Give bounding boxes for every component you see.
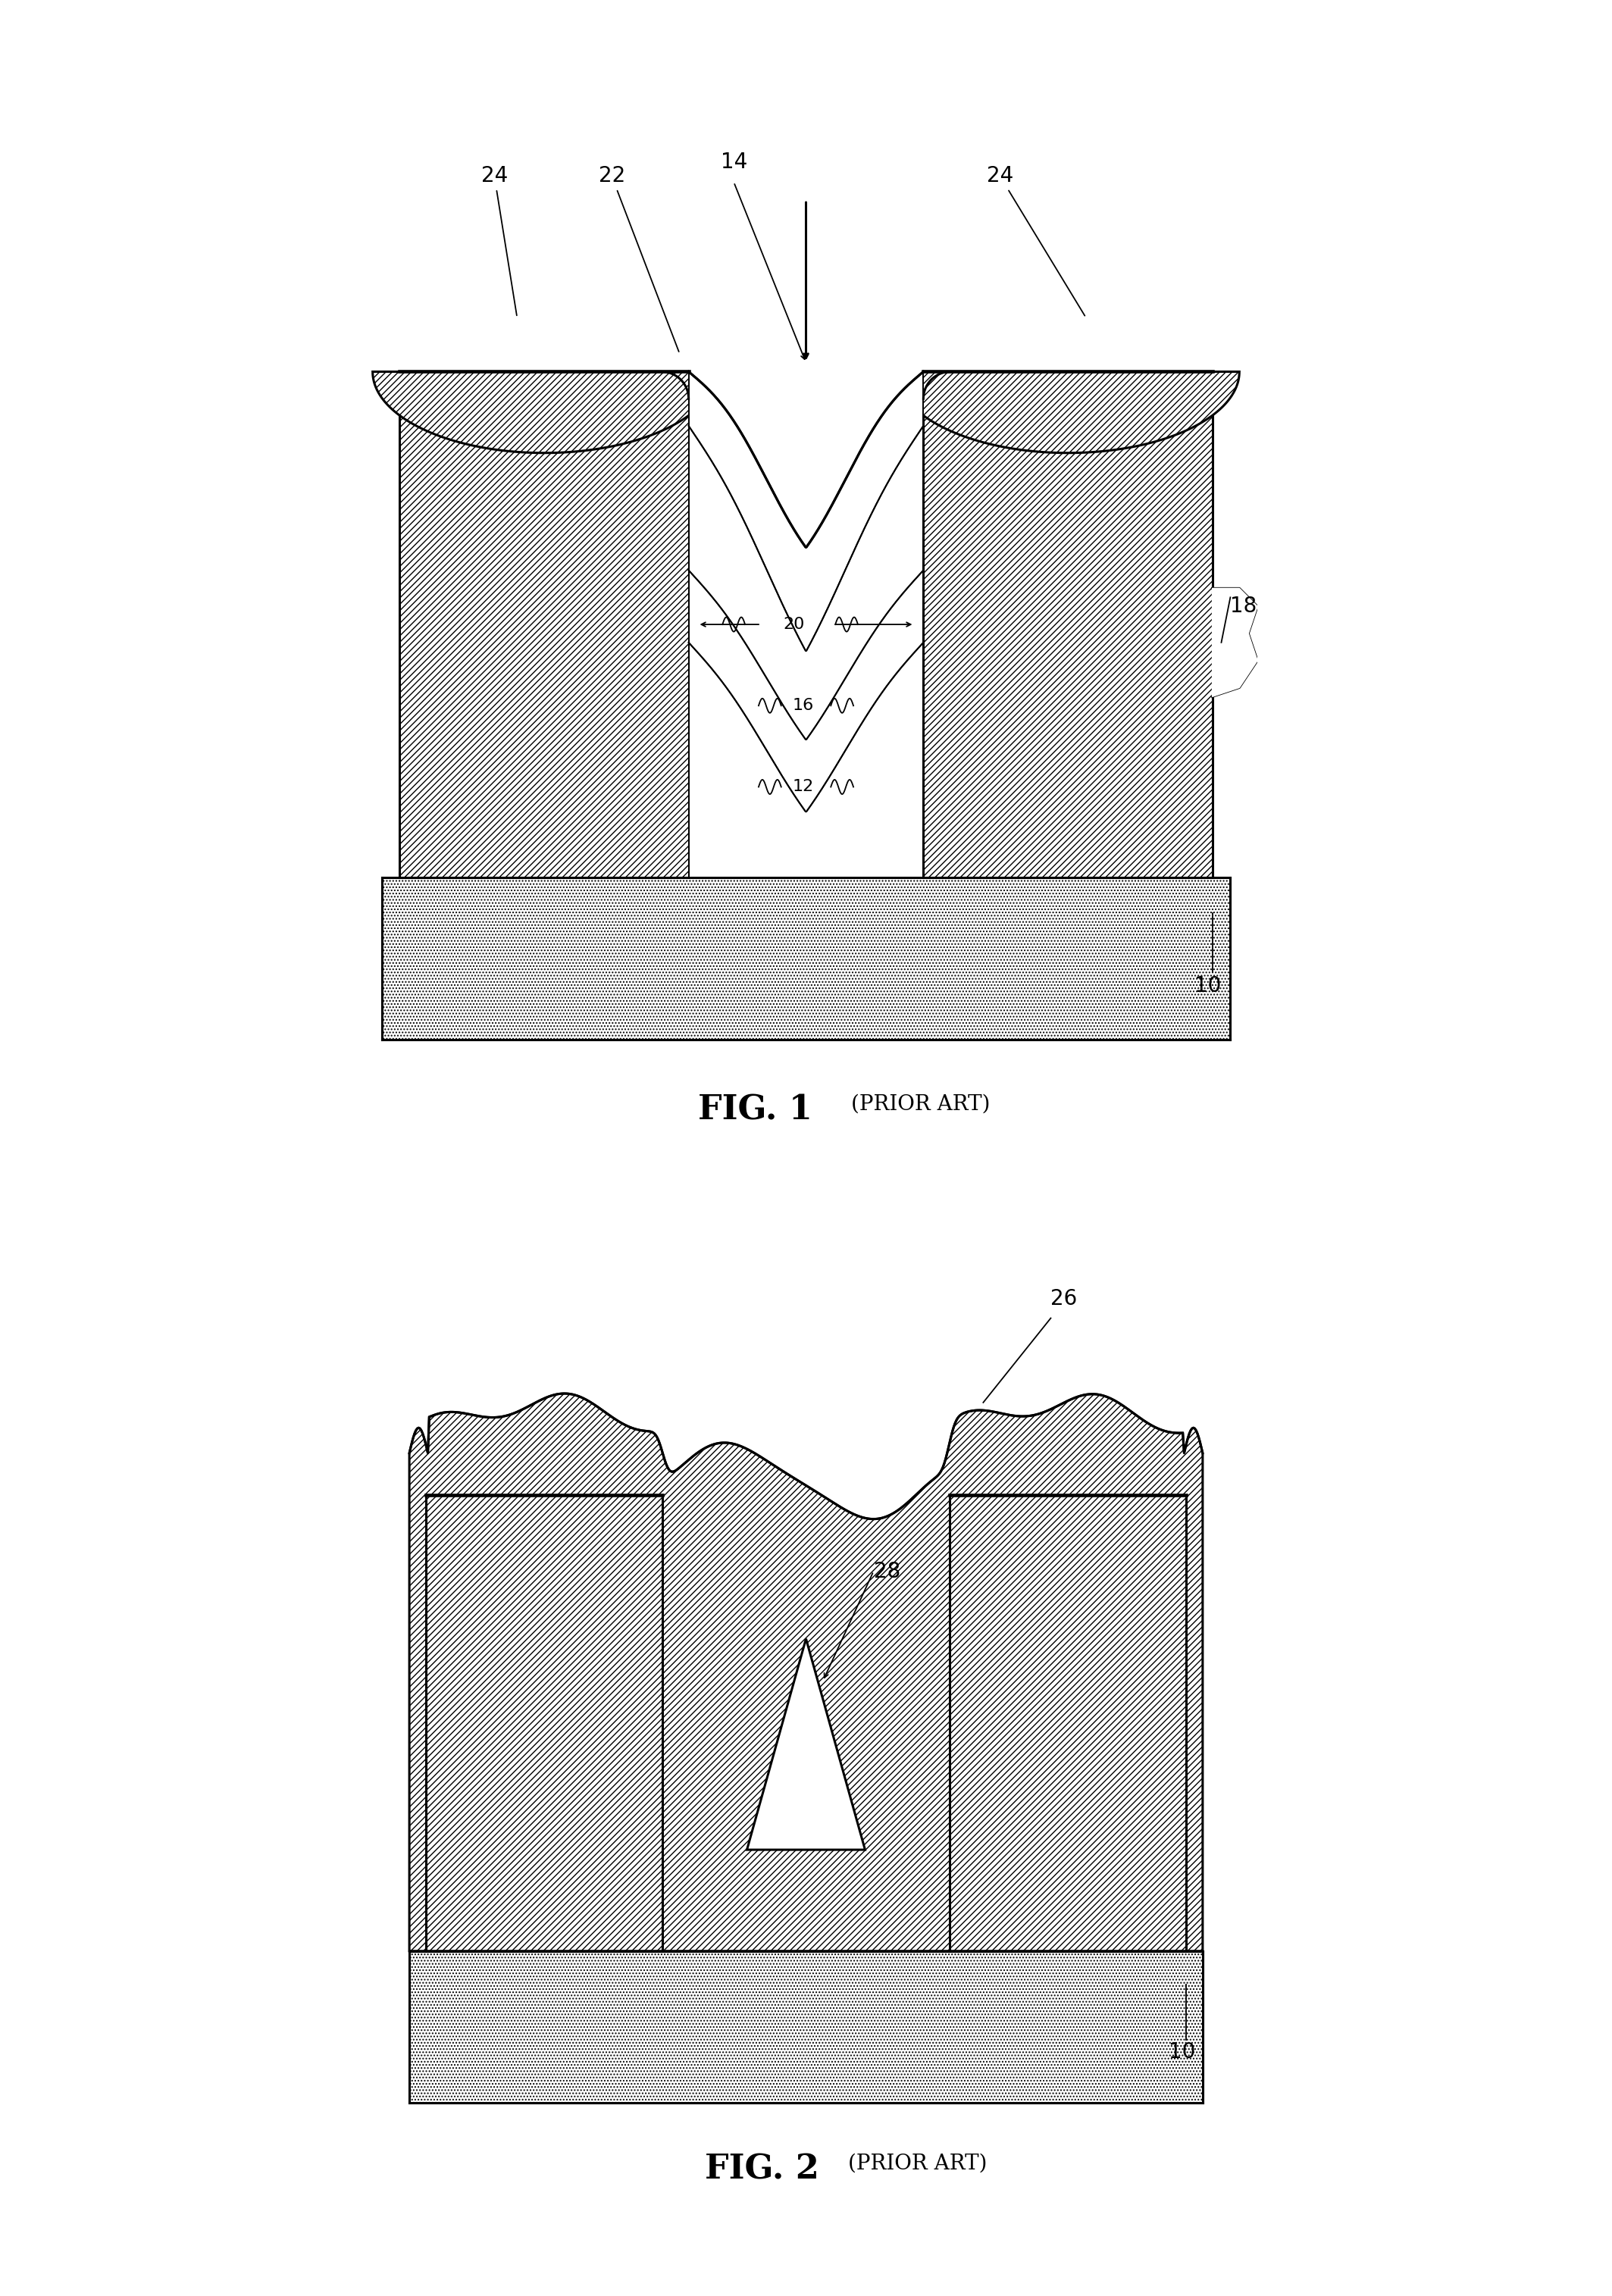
- Text: 16: 16: [793, 698, 814, 714]
- Text: (PRIOR ART): (PRIOR ART): [848, 2154, 987, 2174]
- Text: 12: 12: [793, 778, 814, 794]
- Bar: [426, 1495, 663, 1952]
- Text: 10: 10: [1194, 976, 1220, 996]
- Polygon shape: [688, 326, 924, 877]
- Polygon shape: [1212, 588, 1257, 696]
- Text: 22: 22: [598, 165, 679, 351]
- Polygon shape: [372, 372, 716, 452]
- Text: (PRIOR ART): (PRIOR ART): [851, 1093, 990, 1114]
- Bar: [400, 372, 688, 877]
- Text: 20: 20: [783, 618, 804, 631]
- Text: 26: 26: [1051, 1288, 1077, 1309]
- Text: 14: 14: [721, 152, 746, 172]
- Bar: [924, 372, 1212, 877]
- Text: 24: 24: [987, 165, 1085, 317]
- Bar: [409, 1952, 1203, 2103]
- Bar: [409, 1952, 1203, 2103]
- Text: 10: 10: [1169, 2041, 1196, 2062]
- Text: 18: 18: [1230, 595, 1257, 618]
- Text: FIG. 1: FIG. 1: [698, 1093, 812, 1127]
- Bar: [382, 877, 1230, 1040]
- Polygon shape: [409, 1394, 1203, 1952]
- Bar: [382, 877, 1230, 1040]
- Text: 24: 24: [480, 165, 517, 315]
- Bar: [949, 1495, 1186, 1952]
- Text: FIG. 2: FIG. 2: [704, 2154, 819, 2186]
- Polygon shape: [896, 372, 1240, 452]
- Polygon shape: [746, 1639, 866, 1851]
- Text: 28: 28: [874, 1561, 899, 1582]
